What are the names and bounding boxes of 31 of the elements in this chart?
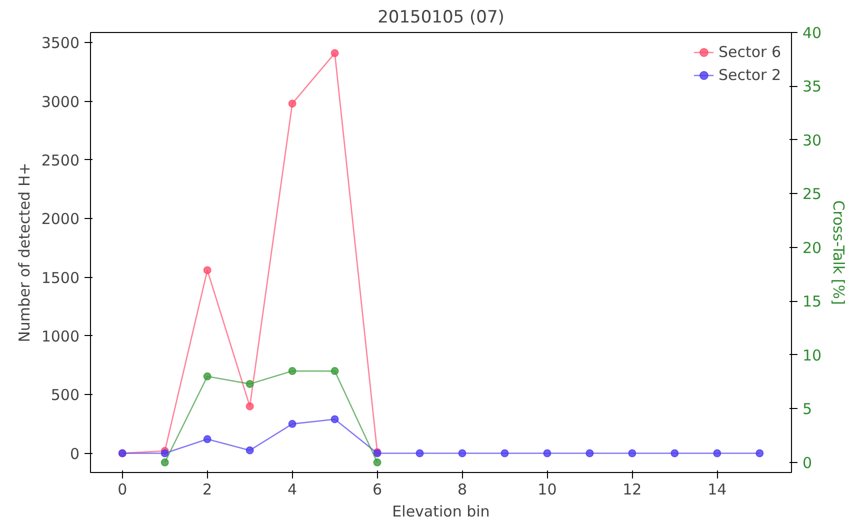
y2-tick-label: 35 bbox=[802, 78, 822, 96]
y2-tick-label: 15 bbox=[802, 292, 822, 311]
y-tick-label: 2000 bbox=[41, 210, 80, 228]
legend-label: Sector 6 bbox=[718, 43, 781, 61]
x-tick-label: 14 bbox=[708, 480, 727, 498]
y-tick-label: 0 bbox=[70, 444, 80, 463]
y-tick-label: 1500 bbox=[41, 268, 80, 287]
y2-axis-title: Cross-Talk [%] bbox=[830, 200, 848, 305]
y2-tick-label: 30 bbox=[802, 131, 822, 150]
x-axis-title: Elevation bin bbox=[392, 502, 490, 520]
y2-tick-label: 25 bbox=[802, 185, 822, 204]
y2-tick-label: 20 bbox=[802, 238, 822, 257]
x-tick-label: 12 bbox=[622, 480, 642, 498]
y-tick-label: 3000 bbox=[41, 92, 80, 111]
y2-tick-label: 10 bbox=[802, 346, 822, 364]
x-tick-label: 10 bbox=[538, 480, 557, 498]
y2-tick-label: 5 bbox=[802, 400, 812, 418]
y-tick-label: 2500 bbox=[41, 151, 80, 170]
y2-tick-label: 40 bbox=[802, 24, 822, 42]
y-tick-label: 3500 bbox=[41, 34, 80, 52]
x-tick-label: 8 bbox=[457, 480, 468, 498]
x-tick-label: 4 bbox=[288, 480, 298, 498]
x-tick-label: 6 bbox=[372, 480, 382, 498]
y-axis-title: Number of detected H+ bbox=[15, 162, 34, 342]
y-tick-label: 500 bbox=[50, 386, 80, 404]
x-tick-label: 0 bbox=[118, 480, 128, 498]
y-tick-label: 1000 bbox=[41, 327, 80, 346]
chart-title: 20150105 (07) bbox=[378, 8, 504, 28]
y2-tick-label: 0 bbox=[802, 454, 812, 472]
legend-label: Sector 2 bbox=[718, 66, 781, 84]
x-tick-label: 2 bbox=[202, 480, 212, 498]
